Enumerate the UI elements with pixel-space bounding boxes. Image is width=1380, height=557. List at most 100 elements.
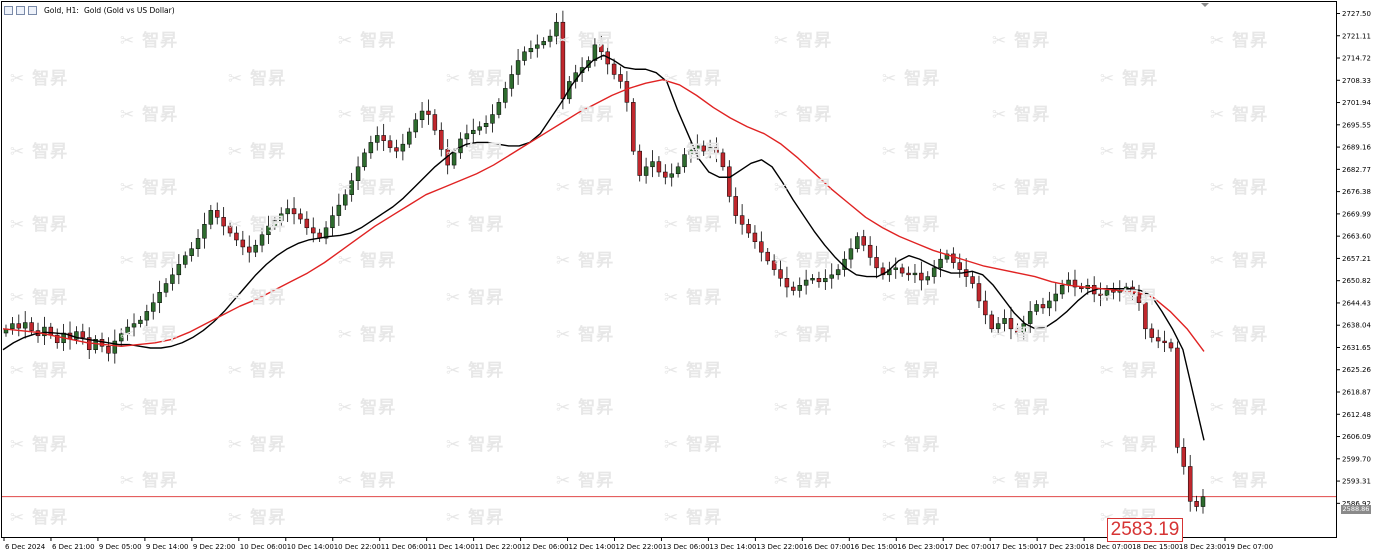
chart-menu-icon[interactable] xyxy=(4,5,13,15)
candle-body xyxy=(150,302,156,312)
candle-body xyxy=(195,237,201,249)
candle-body xyxy=(791,286,796,291)
candle-body xyxy=(720,152,726,168)
candle-body xyxy=(1111,290,1116,293)
candle-body xyxy=(163,283,169,293)
scroll-marker-icon[interactable] xyxy=(1201,3,1209,7)
candle-body xyxy=(784,278,790,288)
price-tick-label: 2695.55 xyxy=(1342,121,1371,129)
candle-body xyxy=(515,60,521,75)
candle-body xyxy=(118,333,124,342)
candle-body xyxy=(880,267,886,276)
candle-body xyxy=(816,278,822,283)
candle-body xyxy=(759,241,764,253)
symbol-description: Gold (Gold vs US Dollar) xyxy=(83,5,175,15)
time-tick-label: 6 Dec 2024 xyxy=(5,543,46,551)
candle-body xyxy=(170,274,175,284)
time-tick-label: 12 Dec 22:00 xyxy=(616,543,663,551)
candle-body xyxy=(848,248,854,260)
candle-body xyxy=(1098,293,1103,296)
candle-body xyxy=(272,220,278,227)
price-tick-label: 2727.50 xyxy=(1342,10,1371,18)
time-tick-label: 17 Dec 07:00 xyxy=(944,543,991,551)
price-tick-label: 2701.94 xyxy=(1342,99,1371,107)
candle-body xyxy=(855,236,860,249)
candle-body xyxy=(1053,293,1059,302)
candle-body xyxy=(867,244,873,258)
candle-body xyxy=(682,154,687,168)
time-tick-label: 13 Dec 22:00 xyxy=(756,543,803,551)
price-tick-label: 2708.33 xyxy=(1342,77,1371,85)
candle-body xyxy=(1104,290,1110,296)
candle-body xyxy=(733,196,738,216)
candle-body xyxy=(522,51,527,61)
candle-body xyxy=(490,114,495,124)
candle-body xyxy=(912,272,918,276)
candle-body xyxy=(643,166,649,176)
time-tick-label: 11 Dec 14:00 xyxy=(428,543,475,551)
candle-body xyxy=(10,323,15,330)
current-price-tag: 2588.86 xyxy=(1341,505,1371,514)
candle-body xyxy=(330,215,335,229)
candle-body xyxy=(688,149,694,155)
candle-body xyxy=(695,145,700,150)
candle-body xyxy=(106,346,111,354)
candle-body xyxy=(1136,293,1142,303)
symbol-icon[interactable] xyxy=(16,5,25,15)
time-tick-label: 18 Dec 15:00 xyxy=(1132,543,1179,551)
time-tick-label: 10 Dec 22:00 xyxy=(334,543,381,551)
candle-body xyxy=(650,161,655,168)
price-tick-label: 2625.26 xyxy=(1342,366,1371,374)
candle-body xyxy=(727,166,732,197)
candle-body xyxy=(989,314,994,330)
candle-body xyxy=(675,166,681,175)
time-tick-label: 18 Dec 23:00 xyxy=(1179,543,1226,551)
price-tick-label: 2593.31 xyxy=(1342,478,1371,486)
price-tick-label: 2586.92 xyxy=(1342,500,1371,508)
candle-body xyxy=(1130,286,1135,295)
candle-body xyxy=(951,253,956,263)
candle-body xyxy=(311,227,316,234)
candle-body xyxy=(829,274,834,279)
moving-averages-layer xyxy=(2,54,1205,441)
timeframe-icon[interactable] xyxy=(28,5,37,15)
candle-body xyxy=(496,102,502,115)
candle-body xyxy=(874,257,879,269)
candle-body xyxy=(893,267,898,270)
candle-body xyxy=(99,339,105,347)
candle-body xyxy=(528,48,534,53)
time-axis: 6 Dec 2024 6 Dec 21:00 9 Dec 05:00 9 Dec 14… xyxy=(3,537,1273,551)
candle-body xyxy=(426,110,431,115)
price-tick-label: 2663.60 xyxy=(1342,233,1371,241)
candle-body xyxy=(1027,311,1033,324)
price-tick-label: 2606.09 xyxy=(1342,433,1371,441)
candle-body xyxy=(938,258,943,269)
candle-body xyxy=(1059,285,1065,295)
candle-body xyxy=(451,152,457,166)
candle-body xyxy=(439,129,444,150)
price-tick-label: 2631.65 xyxy=(1342,344,1371,352)
time-tick-label: 11 Dec 22:00 xyxy=(475,543,522,551)
candle-body xyxy=(778,269,783,279)
candle-body xyxy=(707,147,713,152)
candle-body xyxy=(1021,323,1027,333)
candle-body xyxy=(298,213,303,220)
time-tick-label: 13 Dec 14:00 xyxy=(709,543,756,551)
candle-body xyxy=(1187,466,1193,502)
candle-body xyxy=(247,246,252,253)
time-tick-label: 17 Dec 15:00 xyxy=(991,543,1038,551)
time-tick-label: 9 Dec 22:00 xyxy=(193,543,236,551)
price-tick-label: 2714.72 xyxy=(1342,55,1371,63)
candle-body xyxy=(42,326,47,337)
candle-body xyxy=(906,272,911,276)
candle-body xyxy=(1194,501,1199,507)
candle-body xyxy=(144,311,150,321)
candle-body xyxy=(771,260,777,270)
candle-body xyxy=(656,161,662,173)
candle-body xyxy=(560,21,566,100)
candle-body xyxy=(394,147,399,152)
time-tick-label: 19 Dec 07:00 xyxy=(1226,543,1273,551)
candle-body xyxy=(1072,279,1078,288)
